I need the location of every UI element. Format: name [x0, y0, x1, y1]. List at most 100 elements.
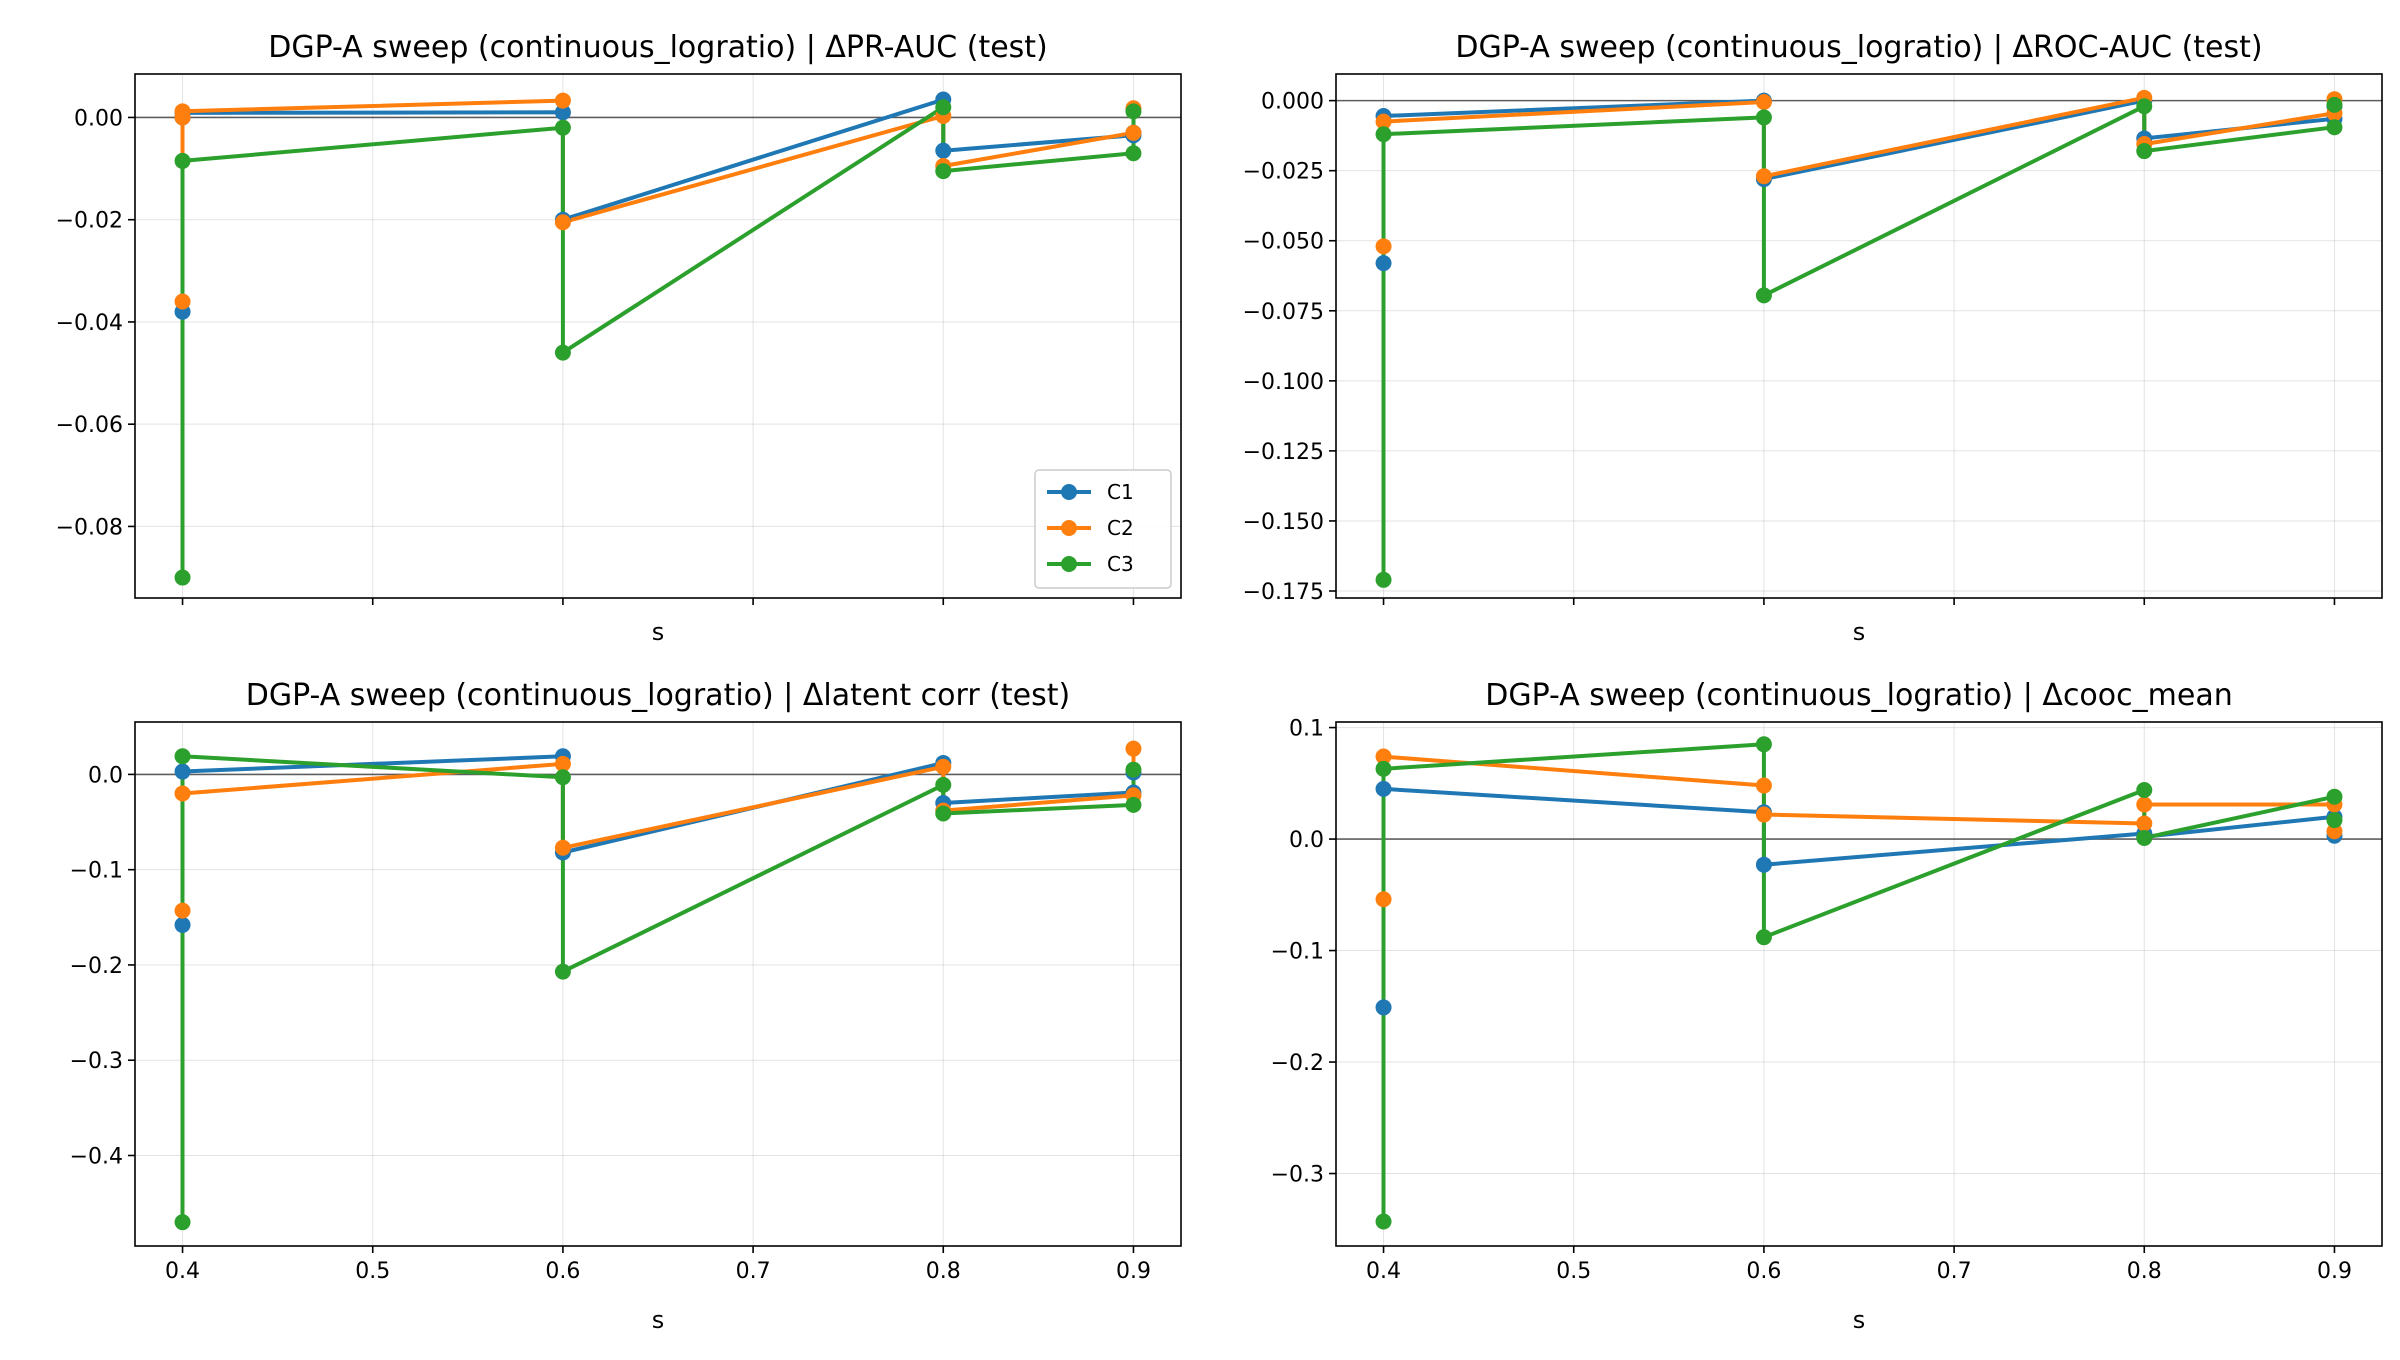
x-tick-label: 0.5 [355, 1259, 390, 1284]
data-point-c2 [1375, 748, 1392, 765]
data-point-c2 [554, 214, 571, 231]
data-point-c3 [554, 769, 571, 786]
data-point-c3 [2136, 143, 2153, 160]
data-point-c1 [174, 763, 191, 780]
data-point-c2 [554, 92, 571, 109]
legend-label-c2: C2 [1107, 516, 1134, 540]
data-point-c3 [1375, 760, 1392, 777]
x-tick-label: 0.6 [545, 1259, 580, 1284]
data-point-c1 [554, 104, 571, 121]
axes-frame [1335, 73, 2383, 599]
data-point-c2 [174, 902, 191, 919]
series-line-c3 [180, 105, 1136, 580]
axes-frame [134, 73, 1182, 599]
series-line-c3 [1381, 102, 2337, 582]
data-point-c2 [1755, 94, 1772, 111]
x-axis-label: s [1853, 1306, 1866, 1334]
y-tick-label: 0.0 [88, 763, 123, 788]
y-tick-label: −0.025 [1243, 160, 1324, 185]
x-tick-label: 0.7 [736, 1259, 771, 1284]
panel-pr-auc: DGP-A sweep (continuous_logratio) | ΔPR-… [56, 30, 1182, 646]
x-tick-label: 0.9 [1116, 1259, 1151, 1284]
data-point-c2 [935, 758, 952, 775]
series-line-c2 [1381, 95, 2337, 249]
data-point-c3 [554, 119, 571, 136]
data-point-c3 [554, 344, 571, 361]
y-tick-label: −0.3 [70, 1049, 123, 1074]
data-point-c3 [1125, 761, 1142, 778]
x-tick-label: 0.9 [2317, 1259, 2352, 1284]
panel-latent-corr: DGP-A sweep (continuous_logratio) | Δlat… [70, 678, 1182, 1334]
data-point-c2 [2136, 796, 2153, 813]
panel-title: DGP-A sweep (continuous_logratio) | Δlat… [246, 678, 1070, 713]
data-point-c3 [1755, 736, 1772, 753]
x-tick-label: 0.8 [2127, 1259, 2162, 1284]
data-point-c3 [2136, 98, 2153, 115]
data-point-c3 [554, 963, 571, 980]
panel-title: DGP-A sweep (continuous_logratio) | Δcoo… [1485, 678, 2232, 713]
data-point-c3 [2326, 119, 2343, 136]
y-tick-label: −0.150 [1243, 510, 1324, 535]
y-tick-label: −0.125 [1243, 440, 1324, 465]
data-point-c3 [935, 99, 952, 116]
data-point-c2 [1375, 113, 1392, 130]
legend-marker-c3 [1061, 556, 1077, 572]
legend-marker-c2 [1061, 520, 1077, 536]
data-point-c1 [1755, 856, 1772, 873]
data-point-c3 [1375, 1213, 1392, 1230]
data-point-c3 [1125, 103, 1142, 120]
data-point-c3 [1755, 929, 1772, 946]
data-point-c3 [1125, 145, 1142, 162]
data-point-c3 [935, 776, 952, 793]
data-point-c3 [1375, 571, 1392, 588]
axes-frame [1335, 721, 2383, 1247]
data-point-c3 [1125, 796, 1142, 813]
data-point-c2 [1125, 740, 1142, 757]
y-tick-label: −0.1 [70, 859, 123, 884]
panel-roc-auc: DGP-A sweep (continuous_logratio) | ΔROC… [1243, 30, 2383, 646]
legend-marker-c1 [1061, 484, 1077, 500]
data-point-c3 [174, 569, 191, 586]
panel-title: DGP-A sweep (continuous_logratio) | ΔPR-… [268, 30, 1048, 65]
y-tick-label: −0.4 [70, 1144, 123, 1169]
x-axis-label: s [652, 1306, 665, 1334]
data-point-c2 [554, 839, 571, 856]
y-tick-label: −0.1 [1271, 940, 1324, 965]
data-point-c2 [1755, 806, 1772, 823]
y-tick-label: −0.100 [1243, 370, 1324, 395]
y-tick-label: −0.075 [1243, 300, 1324, 325]
y-tick-label: −0.3 [1271, 1163, 1324, 1188]
y-tick-label: −0.2 [1271, 1051, 1324, 1076]
data-point-c2 [1755, 168, 1772, 185]
y-tick-label: −0.02 [56, 209, 123, 234]
data-point-c2 [2136, 815, 2153, 832]
data-point-c3 [2326, 812, 2343, 829]
y-tick-label: −0.06 [56, 413, 123, 438]
data-point-c3 [2136, 782, 2153, 799]
y-tick-label: 0.0 [1289, 828, 1324, 853]
y-tick-label: −0.08 [56, 515, 123, 540]
data-point-c2 [174, 785, 191, 802]
data-point-c1 [1375, 780, 1392, 797]
data-point-c2 [2326, 823, 2343, 840]
x-tick-label: 0.7 [1937, 1259, 1972, 1284]
x-axis-label: s [1853, 618, 1866, 646]
data-point-c2 [1375, 891, 1392, 908]
data-point-c3 [1755, 287, 1772, 304]
data-point-c2 [1375, 238, 1392, 255]
axes-frame [134, 721, 1182, 1247]
data-point-c2 [1755, 777, 1772, 794]
data-point-c3 [174, 748, 191, 765]
data-point-c3 [1375, 126, 1392, 143]
y-tick-label: −0.175 [1243, 580, 1324, 605]
data-point-c3 [174, 152, 191, 169]
x-tick-label: 0.4 [1366, 1259, 1401, 1284]
data-point-c1 [1375, 999, 1392, 1016]
data-point-c2 [1125, 124, 1142, 141]
series-line-c3 [180, 754, 1136, 1225]
data-point-c3 [2326, 788, 2343, 805]
x-tick-label: 0.5 [1556, 1259, 1591, 1284]
data-point-c1 [174, 916, 191, 933]
